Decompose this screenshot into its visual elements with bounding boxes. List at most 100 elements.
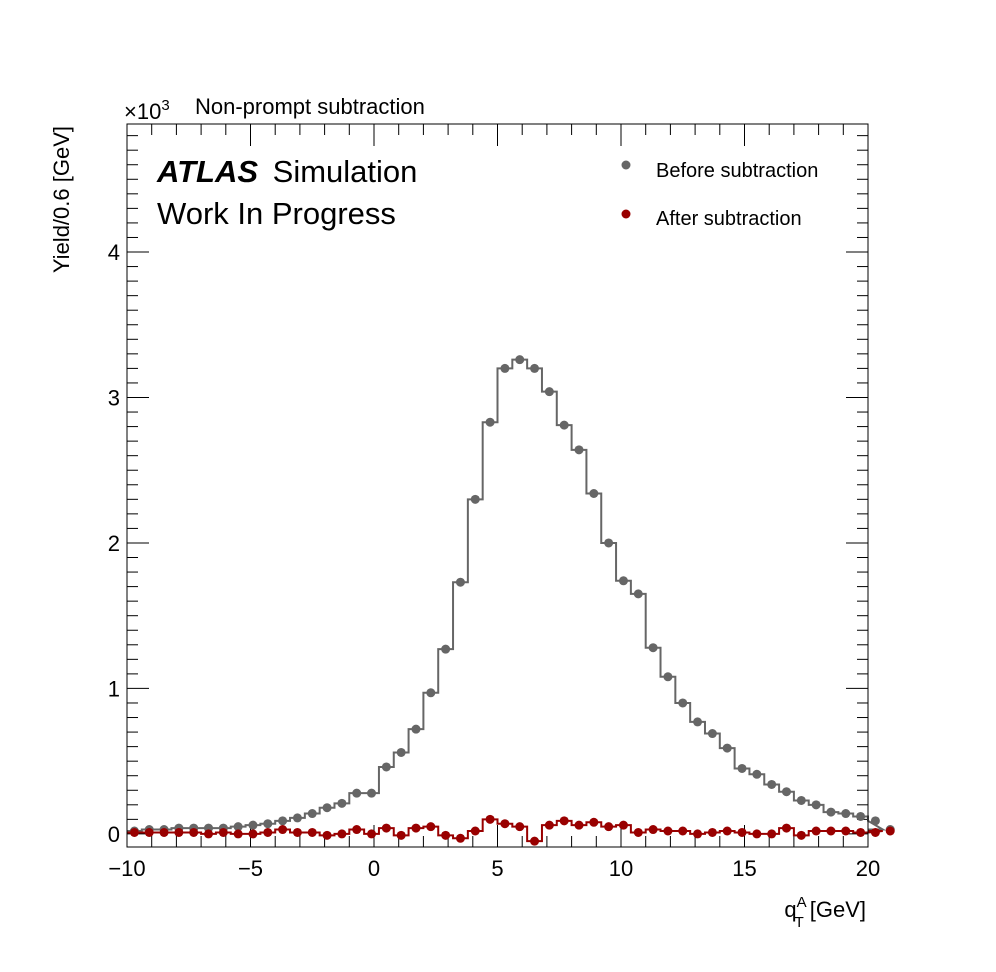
data-point-after bbox=[441, 830, 451, 840]
data-point-after bbox=[796, 830, 806, 840]
data-point-before bbox=[796, 795, 806, 805]
data-point-before bbox=[367, 788, 377, 798]
y-tick-label: 1 bbox=[108, 676, 120, 701]
data-point-before bbox=[559, 420, 569, 430]
legend-marker-before bbox=[621, 160, 631, 170]
data-point-after bbox=[589, 817, 599, 827]
data-point-after bbox=[381, 823, 391, 833]
legend-label-after: After subtraction bbox=[656, 208, 802, 230]
y-tick-label: 4 bbox=[108, 240, 120, 265]
data-point-before bbox=[248, 820, 258, 830]
data-point-after bbox=[515, 822, 525, 832]
data-point-before bbox=[292, 813, 302, 823]
data-point-after bbox=[500, 819, 510, 829]
data-point-after bbox=[618, 820, 628, 830]
data-point-after bbox=[367, 829, 377, 839]
atlas-label: ATLAS bbox=[156, 154, 258, 189]
data-point-before bbox=[322, 803, 332, 813]
plot-frame bbox=[126, 123, 869, 848]
histogram-after bbox=[127, 818, 883, 843]
data-point-before bbox=[589, 489, 599, 499]
legend: Before subtraction After subtraction bbox=[621, 160, 818, 230]
data-point-before bbox=[426, 688, 436, 698]
x-tick-label: 5 bbox=[491, 856, 503, 881]
data-point-after bbox=[885, 826, 895, 836]
data-point-after bbox=[248, 829, 258, 839]
data-point-after bbox=[174, 827, 184, 837]
x-tick-labels: −10 −5 0 5 10 15 20 bbox=[108, 856, 880, 881]
status-label: Work In Progress bbox=[157, 196, 396, 231]
data-point-before bbox=[826, 807, 836, 817]
data-point-before bbox=[381, 762, 391, 772]
x-tick-label: 20 bbox=[856, 856, 880, 881]
x-tick-label: −10 bbox=[108, 856, 145, 881]
y-tick-label: 2 bbox=[108, 531, 120, 556]
axis-ticks bbox=[126, 124, 869, 847]
data-point-before bbox=[767, 779, 777, 789]
data-point-before bbox=[441, 644, 451, 654]
data-point-before bbox=[411, 724, 421, 734]
histogram-lines bbox=[127, 358, 887, 843]
data-point-after bbox=[233, 829, 243, 839]
data-point-after bbox=[278, 825, 288, 835]
data-point-after bbox=[396, 830, 406, 840]
data-point-after bbox=[648, 825, 658, 835]
data-point-after bbox=[263, 827, 273, 837]
data-point-after bbox=[574, 820, 584, 830]
data-point-before bbox=[693, 717, 703, 727]
data-point-before bbox=[707, 729, 717, 739]
data-point-before bbox=[544, 387, 554, 397]
data-point-after bbox=[159, 827, 169, 837]
data-point-after bbox=[559, 816, 569, 826]
data-point-before bbox=[737, 763, 747, 773]
data-point-before bbox=[278, 816, 288, 826]
data-points bbox=[129, 355, 895, 846]
data-point-after bbox=[663, 826, 673, 836]
data-point-before bbox=[811, 800, 821, 810]
atlas-simulation-label: Simulation bbox=[273, 154, 418, 189]
data-point-before bbox=[604, 538, 614, 548]
data-point-after bbox=[633, 827, 643, 837]
data-point-after bbox=[707, 827, 717, 837]
data-point-after bbox=[870, 827, 880, 837]
legend-label-before: Before subtraction bbox=[656, 160, 818, 182]
data-point-before bbox=[396, 747, 406, 757]
data-point-before bbox=[233, 822, 243, 832]
data-point-after bbox=[129, 827, 139, 837]
data-point-after bbox=[530, 836, 540, 846]
data-point-before bbox=[455, 577, 465, 587]
y-scale-factor: ×103 bbox=[124, 97, 170, 124]
y-tick-label: 3 bbox=[108, 385, 120, 410]
x-tick-label: 0 bbox=[368, 856, 380, 881]
data-point-before bbox=[841, 809, 851, 819]
data-point-after bbox=[455, 833, 465, 843]
data-point-before bbox=[618, 576, 628, 586]
data-point-before bbox=[515, 355, 525, 365]
y-tick-label: 0 bbox=[108, 822, 120, 847]
histogram-before bbox=[127, 358, 887, 832]
chart-title: Non-prompt subtraction bbox=[195, 94, 425, 119]
data-point-after bbox=[485, 814, 495, 824]
data-point-after bbox=[693, 829, 703, 839]
data-point-after bbox=[811, 826, 821, 836]
data-point-after bbox=[189, 827, 199, 837]
data-point-before bbox=[781, 787, 791, 797]
data-point-after bbox=[781, 823, 791, 833]
data-point-before bbox=[263, 819, 273, 829]
data-point-after bbox=[752, 829, 762, 839]
data-point-before bbox=[633, 589, 643, 599]
data-point-before bbox=[663, 672, 673, 682]
data-point-after bbox=[337, 829, 347, 839]
data-point-after bbox=[307, 827, 317, 837]
data-point-before bbox=[870, 816, 880, 826]
data-point-after bbox=[144, 827, 154, 837]
data-point-before bbox=[574, 445, 584, 455]
data-point-after bbox=[604, 822, 614, 832]
data-point-after bbox=[426, 822, 436, 832]
data-point-before bbox=[352, 788, 362, 798]
data-point-before bbox=[856, 811, 866, 821]
x-tick-label: 15 bbox=[732, 856, 756, 881]
data-point-before bbox=[500, 363, 510, 373]
y-axis-label: Yield/0.6 [GeV] bbox=[49, 126, 74, 273]
